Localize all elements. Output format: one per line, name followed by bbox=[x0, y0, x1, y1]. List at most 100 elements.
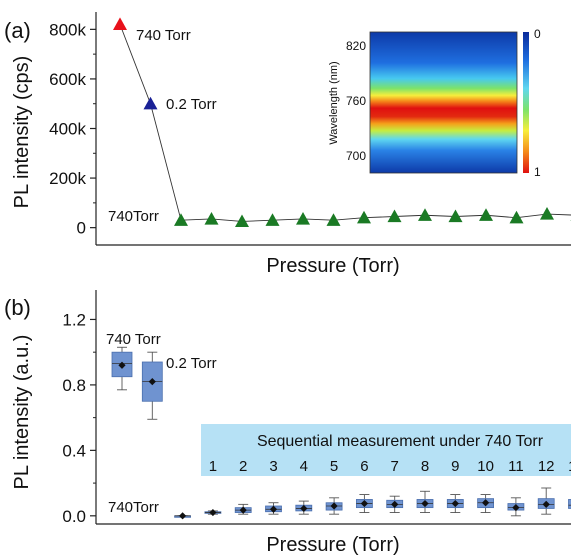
panel-b-x-tick-12: 12 bbox=[538, 458, 555, 475]
panel-b-marks bbox=[111, 346, 571, 520]
panel-b-x-tick-7: 7 bbox=[391, 458, 399, 475]
panel-b-x-tick-11: 11 bbox=[508, 458, 524, 475]
inset-colorbar bbox=[523, 32, 529, 173]
box-2 bbox=[174, 512, 192, 520]
panel-a-y-tick-label: 400k bbox=[49, 120, 86, 139]
panel-a-point-2-10 bbox=[479, 208, 493, 221]
panel-a-marks bbox=[113, 17, 571, 228]
box-mean bbox=[239, 506, 247, 514]
panel-b-annotation-0-2-torr: 0.2 Torr bbox=[166, 355, 217, 372]
box-mean bbox=[209, 508, 217, 517]
box-9 bbox=[386, 495, 404, 513]
panel-b-annotation-740-torr: 740 Torr bbox=[106, 331, 161, 348]
panel-b-x-tick-6: 6 bbox=[360, 458, 368, 475]
panel-a-point-1-0 bbox=[143, 96, 158, 110]
box-mean bbox=[512, 504, 520, 512]
box-11 bbox=[446, 494, 464, 513]
panel-a-y-tick-label: 600k bbox=[49, 70, 86, 89]
panel-a-point-2-0 bbox=[174, 213, 188, 226]
panel-a-point-2-9 bbox=[448, 209, 463, 223]
box-mean bbox=[421, 499, 429, 508]
panel-b-x-tick-8: 8 bbox=[421, 458, 429, 475]
panel-a-annotation-740torr: 740Torr bbox=[108, 208, 159, 225]
panel-a-point-2-3 bbox=[265, 213, 280, 226]
panel-a-point-2-4 bbox=[296, 211, 310, 225]
panel-b: (b) 0.0 0.4 0.8 1.2 PL intensity (a.u.) Pre… bbox=[4, 290, 571, 556]
panel-b-x-tick-9: 9 bbox=[451, 458, 459, 475]
box-mean bbox=[482, 499, 490, 507]
panel-b-x-tick-1: 1 bbox=[209, 458, 217, 475]
panel-a-y-tick-label: 800k bbox=[49, 20, 86, 39]
box-mean bbox=[330, 502, 338, 510]
panel-a-y-axis-label: PL intensity (cps) bbox=[11, 56, 33, 209]
panel-b-y-tick-label: 0.0 bbox=[62, 507, 86, 526]
inset-colorbar-label-0: 0 bbox=[534, 27, 541, 41]
box-12 bbox=[477, 494, 495, 513]
panel-a-point-2-6 bbox=[357, 210, 371, 224]
box-1 bbox=[141, 351, 163, 420]
inset-heatmap-frame bbox=[369, 31, 518, 174]
panel-b-x-tick-2: 2 bbox=[239, 458, 247, 475]
box-10 bbox=[416, 490, 434, 513]
box-body bbox=[568, 499, 571, 509]
box-mean bbox=[148, 378, 156, 386]
panel-b-y-tick-label: 1.2 bbox=[62, 310, 86, 329]
box-14 bbox=[537, 487, 555, 515]
panel-b-x-tick-13: 13 bbox=[568, 458, 571, 475]
panel-b-x-tick-5: 5 bbox=[330, 458, 338, 475]
inset-y-tick-820: 820 bbox=[346, 39, 366, 53]
panel-a-point-2-11 bbox=[509, 210, 524, 224]
panel-b-y-tick-label: 0.4 bbox=[62, 441, 86, 460]
panel-b-y-tick-label: 0.8 bbox=[62, 376, 86, 395]
box-mean bbox=[360, 499, 368, 508]
box-13 bbox=[507, 497, 525, 517]
box-5 bbox=[265, 502, 282, 515]
panel-b-y-ticks: 0.0 0.4 0.8 1.2 bbox=[62, 310, 96, 526]
panel-b-x-tick-labels: 12345678910111213 bbox=[209, 458, 571, 475]
sequential-banner bbox=[201, 424, 571, 476]
box-4 bbox=[234, 503, 252, 515]
panel-a-annotation-0-2-torr: 0.2 Torr bbox=[166, 96, 217, 113]
panel-b-x-tick-10: 10 bbox=[477, 458, 494, 475]
panel-b-x-axis-label: Pressure (Torr) bbox=[266, 534, 399, 556]
panel-b-x-tick-4: 4 bbox=[300, 458, 308, 475]
panel-a-annotation-740-torr: 740 Torr bbox=[136, 27, 191, 44]
panel-a-point-2-5 bbox=[326, 213, 341, 226]
box-mean bbox=[391, 500, 399, 508]
panel-a-y-ticks: 0 200k 400k 600k 800k bbox=[49, 20, 96, 238]
panel-a-y-tick-label: 200k bbox=[49, 169, 86, 188]
panel-b-x-tick-3: 3 bbox=[269, 458, 277, 475]
box-6 bbox=[295, 500, 313, 515]
inset-colorbar-label-1: 1 bbox=[534, 165, 541, 179]
box-3 bbox=[204, 508, 222, 517]
panel-b-annotation-740torr: 740Torr bbox=[108, 499, 159, 516]
box-mean bbox=[179, 512, 187, 520]
inset-y-tick-700: 700 bbox=[346, 149, 366, 163]
box-8 bbox=[355, 494, 373, 513]
panel-a-x-axis-label: Pressure (Torr) bbox=[266, 255, 399, 277]
panel-a: (a) 0 200k 400k 600k 800k PL intensity (cps)… bbox=[4, 12, 571, 277]
box-mean bbox=[542, 500, 550, 508]
box-mean bbox=[118, 361, 126, 369]
box-mean bbox=[269, 505, 278, 513]
box-15 bbox=[568, 499, 571, 509]
panel-a-point-2-12 bbox=[540, 207, 554, 220]
panel-a-point-2-8 bbox=[418, 208, 432, 221]
inset-heatmap-image bbox=[370, 32, 517, 173]
panel-a-point-2-2 bbox=[235, 214, 249, 228]
panel-b-y-axis-label: PL intensity (a.u.) bbox=[11, 335, 33, 490]
box-mean bbox=[451, 499, 459, 508]
panel-a-y-tick-label: 0 bbox=[77, 219, 86, 238]
inset-y-tick-760: 760 bbox=[346, 94, 366, 108]
panel-a-label: (a) bbox=[4, 18, 31, 43]
sequential-banner-text: Sequential measurement under 740 Torr bbox=[257, 433, 544, 450]
box-7 bbox=[325, 497, 343, 515]
box-0 bbox=[111, 346, 133, 391]
inset-heatmap: Wavelength (nm) 820 760 700 0 1 bbox=[328, 27, 541, 179]
panel-a-point-2-1 bbox=[204, 211, 219, 225]
panel-a-point-2-7 bbox=[387, 209, 402, 223]
panel-b-label: (b) bbox=[4, 295, 31, 320]
panel-a-point-0-0 bbox=[113, 17, 127, 30]
box-mean bbox=[300, 504, 308, 513]
